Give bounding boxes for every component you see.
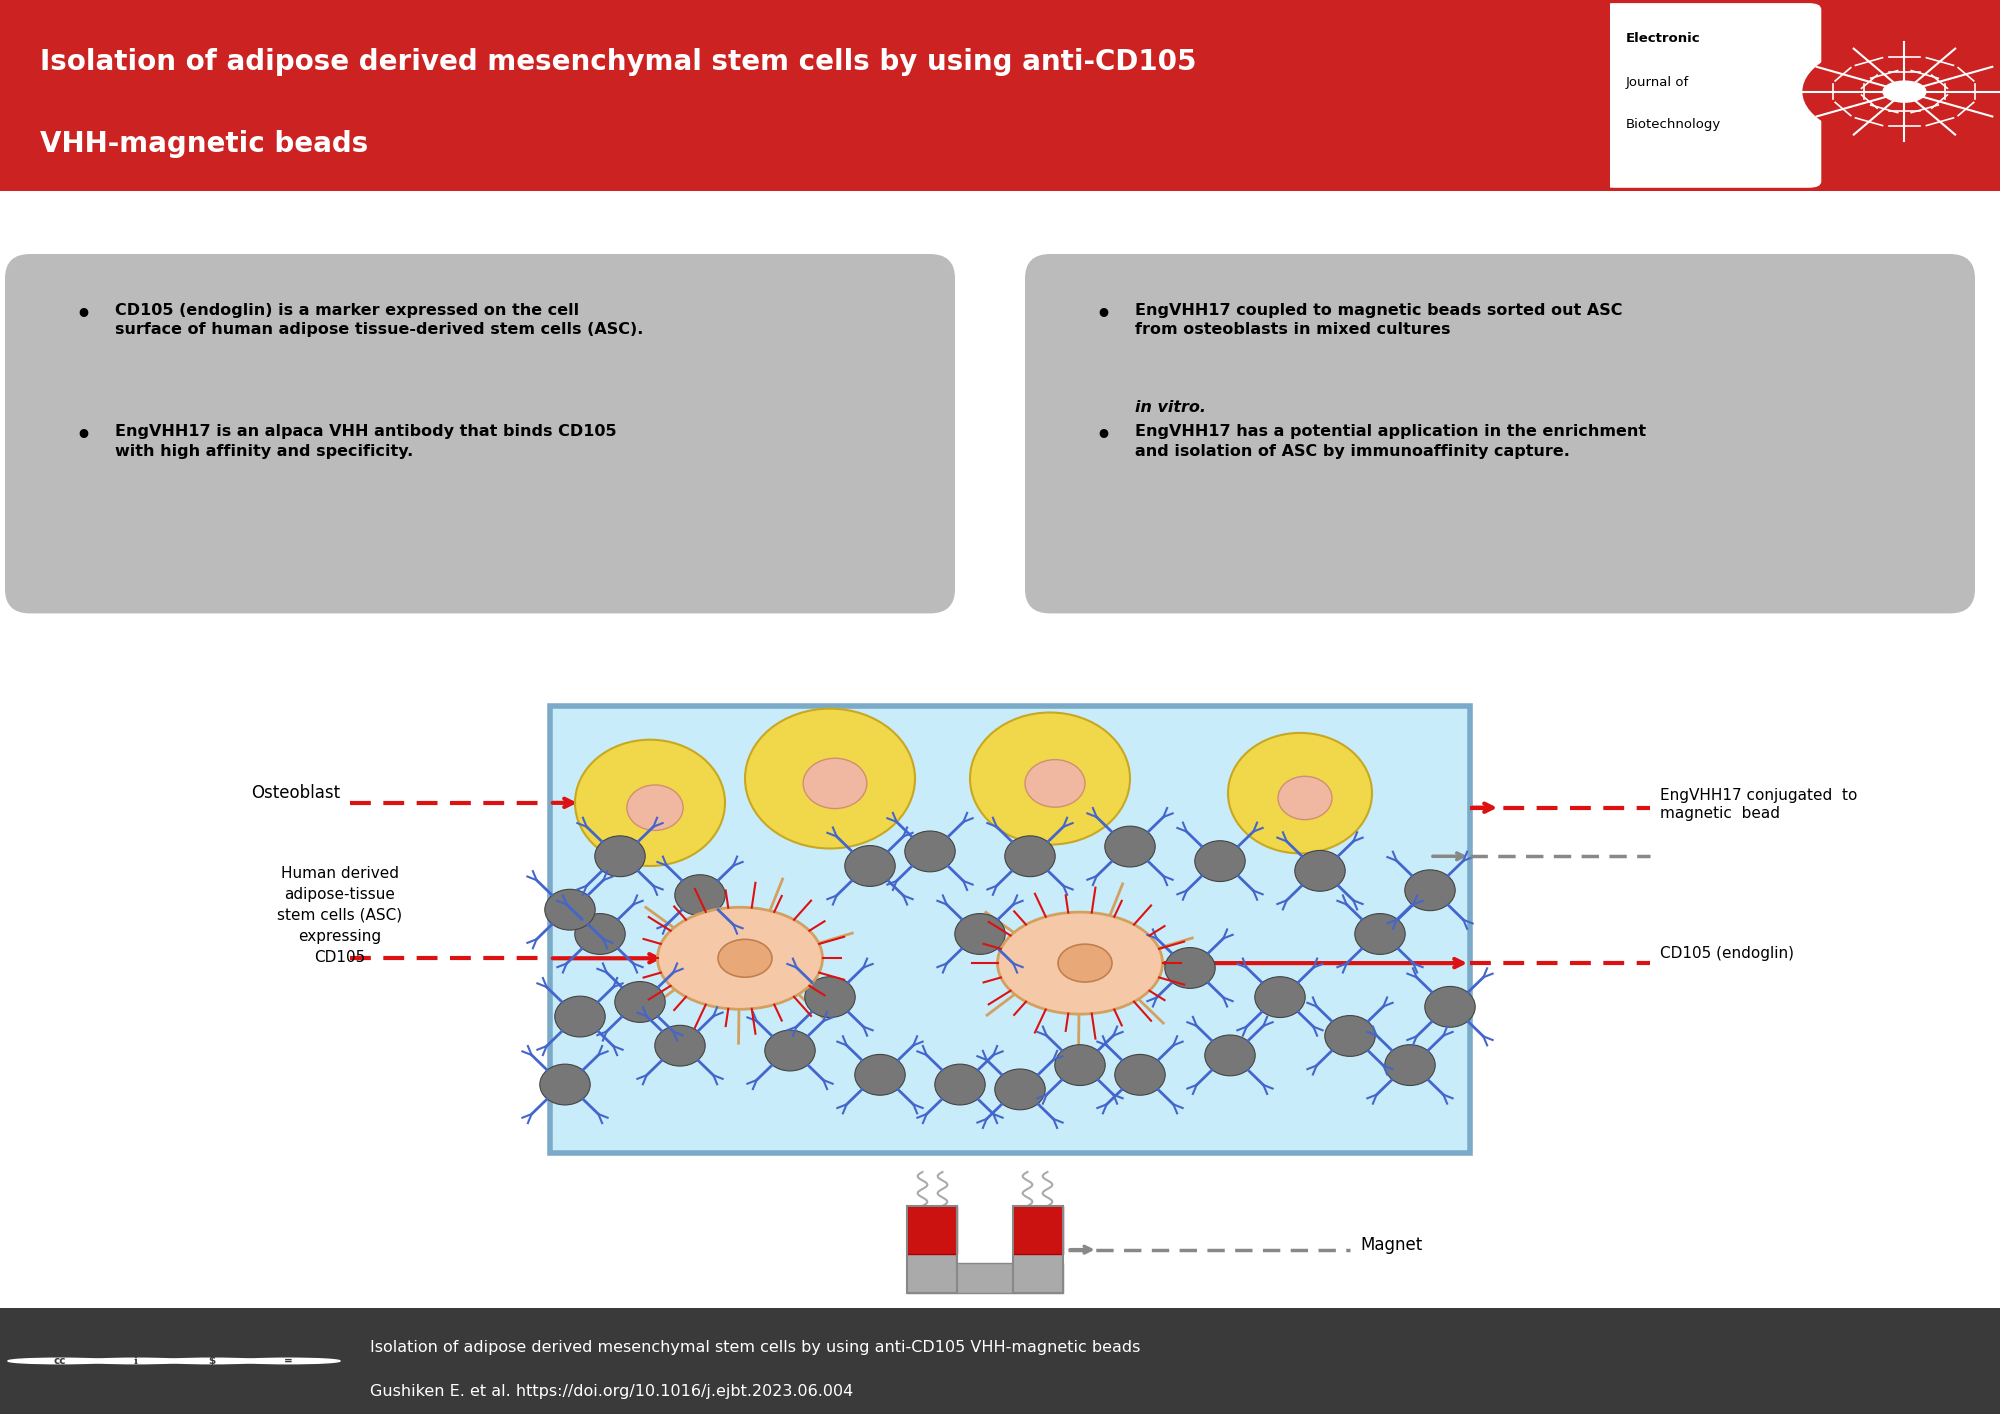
Text: Gushiken E. et al. https://doi.org/10.1016/j.ejbt.2023.06.004: Gushiken E. et al. https://doi.org/10.10… — [370, 1384, 854, 1400]
Bar — [908, 1206, 958, 1294]
Ellipse shape — [1404, 870, 1456, 911]
Text: EngVHH17 is an alpaca VHH antibody that binds CD105
with high affinity and speci: EngVHH17 is an alpaca VHH antibody that … — [114, 424, 616, 458]
Bar — [1012, 1254, 1062, 1294]
Text: =: = — [284, 1356, 292, 1366]
Ellipse shape — [1114, 1055, 1166, 1096]
Text: Isolation of adipose derived mesenchymal stem cells by using anti-CD105: Isolation of adipose derived mesenchymal… — [40, 48, 1196, 76]
Ellipse shape — [844, 846, 896, 887]
Ellipse shape — [1384, 1045, 1436, 1086]
Text: in vitro.: in vitro. — [1136, 400, 1206, 414]
Text: CD105 (endoglin): CD105 (endoglin) — [1660, 946, 1794, 962]
Text: •: • — [76, 424, 92, 448]
Ellipse shape — [574, 913, 626, 954]
Ellipse shape — [970, 713, 1130, 844]
Bar — [1012, 1206, 1062, 1294]
Text: •: • — [1096, 303, 1112, 327]
Ellipse shape — [718, 939, 772, 977]
Text: Human derived
adipose-tissue
stem cells (ASC)
expressing
CD105: Human derived adipose-tissue stem cells … — [278, 865, 402, 964]
FancyBboxPatch shape — [550, 706, 1470, 1152]
Ellipse shape — [1324, 1015, 1376, 1056]
Ellipse shape — [1104, 826, 1156, 867]
Text: •: • — [76, 303, 92, 327]
Ellipse shape — [554, 995, 606, 1036]
Ellipse shape — [1164, 947, 1216, 988]
Ellipse shape — [994, 1069, 1046, 1110]
Ellipse shape — [934, 1065, 986, 1104]
Text: Isolation of adipose derived mesenchymal stem cells by using anti-CD105 VHH-magn: Isolation of adipose derived mesenchymal… — [370, 1340, 1140, 1355]
Ellipse shape — [854, 1055, 906, 1096]
FancyBboxPatch shape — [4, 255, 956, 614]
Circle shape — [84, 1359, 188, 1363]
Ellipse shape — [954, 913, 1006, 954]
Ellipse shape — [1024, 759, 1084, 807]
Ellipse shape — [764, 1031, 816, 1070]
Ellipse shape — [1194, 841, 1246, 881]
Ellipse shape — [1354, 913, 1406, 954]
Circle shape — [160, 1359, 264, 1363]
Ellipse shape — [1058, 945, 1112, 983]
Ellipse shape — [614, 981, 666, 1022]
Ellipse shape — [1424, 987, 1476, 1027]
Ellipse shape — [674, 875, 726, 915]
Text: Biotechnology: Biotechnology — [1626, 119, 1720, 132]
Circle shape — [1884, 81, 1926, 102]
Ellipse shape — [1294, 850, 1346, 891]
Ellipse shape — [654, 1025, 706, 1066]
Ellipse shape — [1004, 836, 1056, 877]
Ellipse shape — [1254, 977, 1306, 1018]
Text: Osteoblast: Osteoblast — [250, 785, 340, 802]
Ellipse shape — [1204, 1035, 1256, 1076]
FancyBboxPatch shape — [1602, 4, 1820, 187]
Text: EngVHH17 conjugated  to
magnetic  bead: EngVHH17 conjugated to magnetic bead — [1660, 788, 1858, 820]
Ellipse shape — [540, 1065, 590, 1104]
Ellipse shape — [904, 831, 956, 872]
Ellipse shape — [1278, 776, 1332, 820]
Circle shape — [1804, 42, 2000, 141]
Text: $: $ — [208, 1356, 216, 1366]
Text: Magnet: Magnet — [1360, 1236, 1422, 1254]
Ellipse shape — [544, 889, 596, 930]
Ellipse shape — [804, 758, 866, 809]
Bar — [1012, 1206, 1062, 1254]
Ellipse shape — [804, 977, 856, 1018]
Ellipse shape — [998, 912, 1162, 1014]
Text: Electronic: Electronic — [1626, 33, 1700, 45]
Text: EngVHH17 has a potential application in the enrichment
and isolation of ASC by i: EngVHH17 has a potential application in … — [1136, 424, 1646, 458]
Ellipse shape — [626, 785, 684, 830]
Text: ℹ: ℹ — [134, 1356, 138, 1366]
Ellipse shape — [1228, 732, 1372, 854]
Text: EngVHH17 coupled to magnetic beads sorted out ASC
from osteoblasts in mixed cult: EngVHH17 coupled to magnetic beads sorte… — [1136, 303, 1622, 338]
Text: CD105 (endoglin) is a marker expressed on the cell
surface of human adipose tiss: CD105 (endoglin) is a marker expressed o… — [114, 303, 644, 338]
FancyBboxPatch shape — [1024, 255, 1976, 614]
Ellipse shape — [576, 740, 724, 865]
Text: •: • — [1096, 424, 1112, 448]
Bar — [908, 1206, 958, 1254]
Ellipse shape — [658, 908, 822, 1010]
Text: Journal of: Journal of — [1626, 76, 1688, 89]
Ellipse shape — [1054, 1045, 1106, 1086]
Ellipse shape — [594, 836, 646, 877]
Bar — [908, 1254, 958, 1294]
Bar — [908, 1263, 1062, 1294]
Text: VHH-magnetic beads: VHH-magnetic beads — [40, 130, 368, 158]
Ellipse shape — [746, 708, 916, 848]
Circle shape — [236, 1359, 340, 1363]
Circle shape — [8, 1359, 112, 1363]
Text: cc: cc — [54, 1356, 66, 1366]
